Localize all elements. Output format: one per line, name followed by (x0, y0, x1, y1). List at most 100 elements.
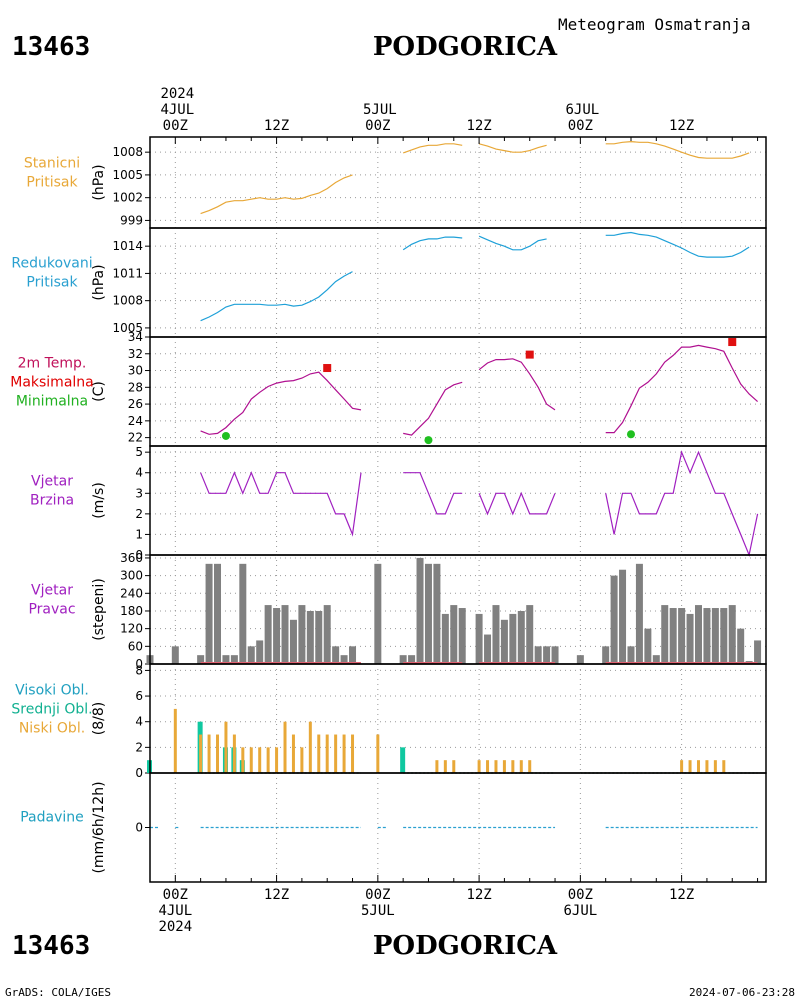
wind-direction-bar (703, 608, 711, 664)
cloud-bar-low (722, 760, 726, 773)
cloud-bar-low (317, 734, 321, 773)
y-tick-label: 120 (120, 622, 143, 636)
wind-direction-bar (475, 613, 483, 664)
panel-label: Vjetar (31, 583, 73, 599)
cloud-bar-low (207, 734, 211, 773)
cloud-bar-low (241, 747, 245, 773)
wind-direction-bar (323, 605, 331, 664)
wind-direction-bar (416, 557, 424, 664)
wind-direction-bar (289, 619, 297, 664)
wind-direction-bar (619, 569, 627, 664)
panel-label: Srednji Obl. (11, 702, 92, 718)
cloud-bar-low (713, 760, 717, 773)
cloud-bar-low (325, 734, 329, 773)
y-tick-label: 28 (128, 380, 143, 394)
y-axis-label: (stepeni) (91, 578, 107, 641)
wind-direction-bar (720, 608, 728, 664)
wind-direction-bar (492, 605, 500, 664)
y-tick-label: 360 (120, 551, 143, 565)
panel-precipitation: 0 (mm/6h/12h) Padavine (20, 772, 767, 883)
y-tick-label: 300 (120, 569, 143, 583)
wind-direction-bar (610, 575, 618, 664)
wind-direction-bar (315, 610, 323, 664)
series-line (402, 143, 463, 154)
max-temp-marker (323, 364, 332, 373)
cloud-bar-low (486, 760, 490, 773)
cloud-bar-low (494, 760, 498, 773)
wind-direction-bar (602, 646, 610, 664)
cloud-bar-low (688, 760, 692, 773)
cloud-bar-low (249, 747, 253, 773)
panel-clouds: 0 2 4 6 8 (8/8)Visoki Obl. Srednji Obl. Niski O… (11, 663, 767, 780)
panel-label: 2m Temp. (18, 356, 87, 372)
wind-direction-bar (509, 613, 517, 664)
wind-direction-bar (273, 608, 281, 664)
wind-direction-bar (424, 563, 432, 664)
cloud-bar-low (334, 734, 338, 773)
cloud-bar-low (680, 760, 684, 773)
wind-direction-bar (551, 646, 559, 664)
y-tick-label: 60 (128, 639, 143, 653)
panel-label: Vjetar (31, 474, 73, 490)
cloud-bar-low (216, 734, 220, 773)
panel-label: Visoki Obl. (15, 683, 89, 699)
y-axis-label: (mm/6h/12h) (91, 781, 107, 873)
y-axis-label: (m/s) (91, 482, 107, 519)
bottom-time-label: 00Z (365, 887, 390, 903)
wind-direction-bar (340, 655, 348, 664)
top-time-label: 4JUL (160, 102, 194, 118)
wind-direction-bar (678, 608, 686, 664)
wind-direction-bar (349, 646, 357, 664)
panel-frame (149, 336, 767, 447)
min-temp-marker (626, 430, 635, 439)
series-line (200, 174, 353, 215)
top-time-label: 12Z (264, 118, 289, 134)
y-tick-label: 5 (135, 445, 143, 459)
y-tick-label: 240 (120, 586, 143, 600)
y-tick-label: 26 (128, 397, 143, 411)
y-tick-label: 4 (135, 466, 143, 480)
cloud-bar-low (376, 734, 380, 773)
wind-direction-bar (205, 563, 213, 664)
top-time-label: 12Z (466, 118, 491, 134)
min-temp-marker (424, 436, 433, 445)
series-line (200, 271, 353, 322)
wind-direction-bar (737, 628, 745, 664)
y-tick-label: 999 (120, 213, 143, 227)
wind-direction-bar (543, 646, 551, 664)
y-tick-label: 0 (135, 657, 143, 671)
cloud-bar-high (400, 747, 406, 773)
top-time-label: 00Z (568, 118, 593, 134)
bottom-time-label: 00Z (163, 887, 188, 903)
y-tick-label: 2 (135, 507, 143, 521)
panel-reduced-pressure: 1005 1008 1011 1014 (hPa)Redukovani Pritisak (11, 227, 767, 338)
wind-direction-bar (298, 605, 306, 664)
series-line (478, 235, 547, 251)
wind-direction-bar (222, 655, 230, 664)
y-tick-label: 0 (135, 821, 143, 835)
cloud-bar-low (291, 734, 295, 773)
cloud-bar-low (452, 760, 456, 773)
wind-direction-bar (652, 655, 660, 664)
panel-wind-direction: 0 60 120 180 240 300 360 (stepeni) Vjetar Pravac (28, 551, 767, 671)
cloud-bar-low (477, 760, 481, 773)
wind-direction-bar (256, 640, 264, 664)
wind-direction-bar (433, 563, 441, 664)
wind-direction-bar (534, 646, 542, 664)
cloud-bar-low (705, 760, 709, 773)
wind-direction-bar (247, 646, 255, 664)
bottom-time-label: 12Z (466, 887, 491, 903)
y-tick-label: 1008 (112, 294, 143, 308)
wind-direction-bar (306, 610, 314, 664)
series-line (200, 471, 362, 537)
footer-credit: GrADS: COLA/IGES (5, 986, 111, 999)
max-temp-marker (525, 350, 534, 359)
panel-temperature: 22 24 26 28 30 32 34 (C)2m Temp. Maksimalna Minim… (10, 330, 767, 447)
panel-label: Niski Obl. (19, 721, 85, 737)
series-line (478, 491, 556, 516)
cloud-bar-low (224, 721, 228, 773)
top-time-label: 12Z (669, 118, 694, 134)
panel-label: Pritisak (26, 275, 78, 291)
bottom-time-label: 6JUL (563, 903, 597, 919)
